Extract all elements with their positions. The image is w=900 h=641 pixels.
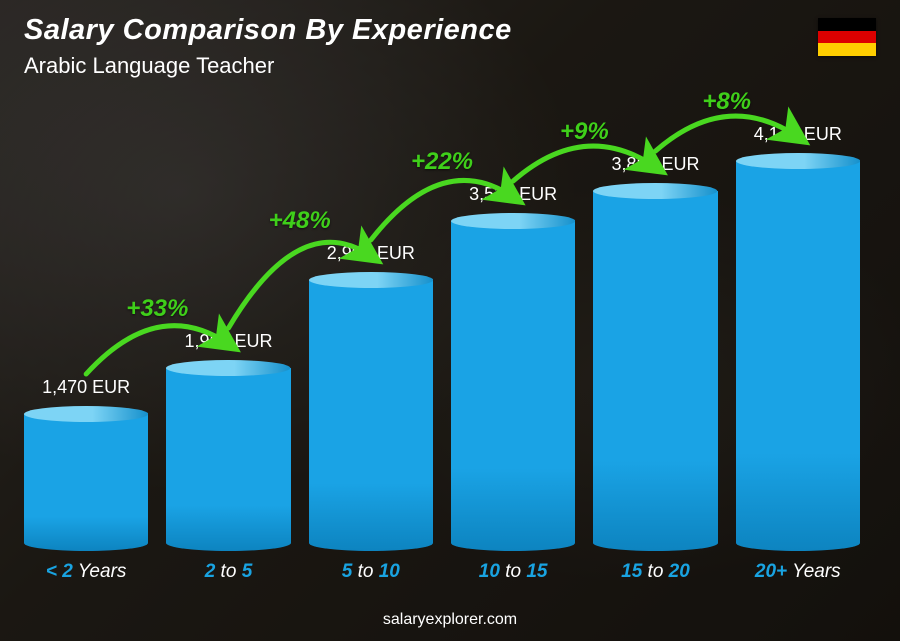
flag-stripe bbox=[818, 18, 876, 31]
germany-flag-icon bbox=[818, 18, 876, 56]
bar-front-face bbox=[166, 368, 290, 551]
pct-increase-arc: +9% bbox=[24, 83, 860, 583]
chart-title: Salary Comparison By Experience bbox=[24, 14, 512, 47]
bar bbox=[309, 272, 433, 551]
bar-category-label: 10 to 15 bbox=[479, 561, 548, 583]
bar bbox=[24, 406, 148, 551]
bar-value-label: 3,850 EUR bbox=[611, 154, 699, 175]
bar-front-face bbox=[24, 414, 148, 551]
bar-top-face bbox=[736, 153, 860, 169]
bar-chart: 1,470 EUR < 2 Years1,960 EUR 2 to 5 +33%… bbox=[24, 83, 860, 583]
pct-increase-arc: +22% bbox=[24, 83, 860, 583]
pct-increase-arc: +48% bbox=[24, 83, 860, 583]
bar-front-face bbox=[451, 221, 575, 551]
bar-top-face bbox=[166, 360, 290, 376]
pct-increase-arc: +8% bbox=[24, 83, 860, 583]
pct-increase-label: +8% bbox=[702, 88, 751, 115]
flag-stripe bbox=[818, 31, 876, 44]
bar-top-face bbox=[24, 406, 148, 422]
bar-top-face bbox=[309, 272, 433, 288]
bar-category-label: 5 to 10 bbox=[342, 561, 400, 583]
bar-top-face bbox=[451, 213, 575, 229]
pct-increase-label: +48% bbox=[269, 207, 331, 234]
bar-category-label: 20+ Years bbox=[755, 561, 841, 583]
footer-attribution: salaryexplorer.com bbox=[0, 611, 900, 629]
bar-value-label: 1,960 EUR bbox=[184, 331, 272, 352]
pct-increase-label: +9% bbox=[560, 118, 609, 145]
bar bbox=[166, 360, 290, 551]
bar-category-label: 2 to 5 bbox=[205, 561, 253, 583]
bar-column: 1,960 EUR 2 to 5 bbox=[166, 331, 290, 583]
bar-column: 1,470 EUR < 2 Years bbox=[24, 377, 148, 583]
pct-increase-label: +22% bbox=[411, 148, 473, 175]
bar-front-face bbox=[309, 280, 433, 551]
bar-front-face bbox=[593, 191, 717, 551]
header: Salary Comparison By Experience Arabic L… bbox=[24, 14, 512, 79]
bar bbox=[593, 183, 717, 551]
bar-category-label: 15 to 20 bbox=[621, 561, 690, 583]
bar bbox=[451, 213, 575, 551]
bar-value-label: 4,170 EUR bbox=[754, 124, 842, 145]
chart-subtitle: Arabic Language Teacher bbox=[24, 53, 512, 79]
flag-stripe bbox=[818, 43, 876, 56]
pct-increase-label: +33% bbox=[126, 295, 188, 322]
bar bbox=[736, 153, 860, 551]
pct-increase-arc: +33% bbox=[24, 83, 860, 583]
bar-column: 3,850 EUR 15 to 20 bbox=[593, 154, 717, 583]
bar-column: 2,900 EUR 5 to 10 bbox=[309, 243, 433, 583]
bar-value-label: 3,530 EUR bbox=[469, 184, 557, 205]
bar-value-label: 1,470 EUR bbox=[42, 377, 130, 398]
bar-column: 4,170 EUR 20+ Years bbox=[736, 124, 860, 583]
bar-value-label: 2,900 EUR bbox=[327, 243, 415, 264]
bar-category-label: < 2 Years bbox=[46, 561, 126, 583]
bar-column: 3,530 EUR 10 to 15 bbox=[451, 184, 575, 583]
bar-top-face bbox=[593, 183, 717, 199]
bar-front-face bbox=[736, 161, 860, 551]
